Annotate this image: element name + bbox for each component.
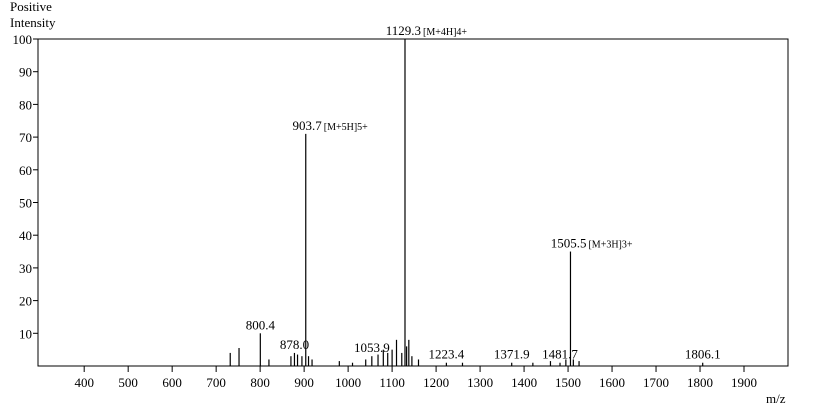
peak-annotation: [M+4H]4+ <box>423 27 467 38</box>
y-tick-label: 10 <box>19 326 32 341</box>
y-tick-label: 70 <box>19 130 32 145</box>
x-tick-label: 1400 <box>511 375 537 390</box>
peak-label: 1223.4 <box>429 347 465 362</box>
peak-label: 1371.9 <box>494 347 530 362</box>
peak-label: 1481.7 <box>542 347 578 362</box>
y-axis-label: Intensity <box>10 15 56 30</box>
x-tick-label: 1600 <box>599 375 625 390</box>
peak-annotation: [M+5H]5+ <box>324 122 368 133</box>
x-tick-label: 1300 <box>467 375 493 390</box>
peak-label: 1129.3 <box>386 23 421 38</box>
y-tick-label: 30 <box>19 261 32 276</box>
peak-label: 1505.5 <box>551 236 587 251</box>
y-tick-label: 50 <box>19 196 32 211</box>
x-axis-label: m/z <box>766 391 786 406</box>
x-tick-label: 600 <box>162 375 182 390</box>
y-tick-label: 40 <box>19 228 32 243</box>
y-tick-label: 90 <box>19 65 32 80</box>
x-tick-label: 1900 <box>731 375 757 390</box>
peak-label: 903.7 <box>293 118 323 133</box>
x-tick-label: 500 <box>118 375 138 390</box>
y-tick-label: 60 <box>19 163 32 178</box>
y-tick-label: 100 <box>13 32 33 47</box>
peak-label: 1053.9 <box>354 340 390 355</box>
x-tick-label: 700 <box>206 375 226 390</box>
x-tick-label: 1800 <box>687 375 713 390</box>
x-tick-label: 1000 <box>335 375 361 390</box>
peak-label: 878.0 <box>280 337 309 352</box>
x-tick-label: 900 <box>294 375 314 390</box>
y-tick-label: 80 <box>19 97 32 112</box>
x-tick-label: 1200 <box>423 375 449 390</box>
x-tick-label: 1700 <box>643 375 669 390</box>
peak-label: 800.4 <box>246 317 276 332</box>
peak-label: 1806.1 <box>685 347 721 362</box>
peak-annotation: [M+3H]3+ <box>588 240 632 251</box>
x-tick-label: 1100 <box>379 375 405 390</box>
x-tick-label: 1500 <box>555 375 581 390</box>
plot-frame <box>37 38 789 367</box>
x-tick-label: 400 <box>74 375 94 390</box>
y-axis-label: Positive <box>10 0 52 14</box>
x-tick-label: 800 <box>250 375 270 390</box>
y-tick-label: 20 <box>19 294 32 309</box>
